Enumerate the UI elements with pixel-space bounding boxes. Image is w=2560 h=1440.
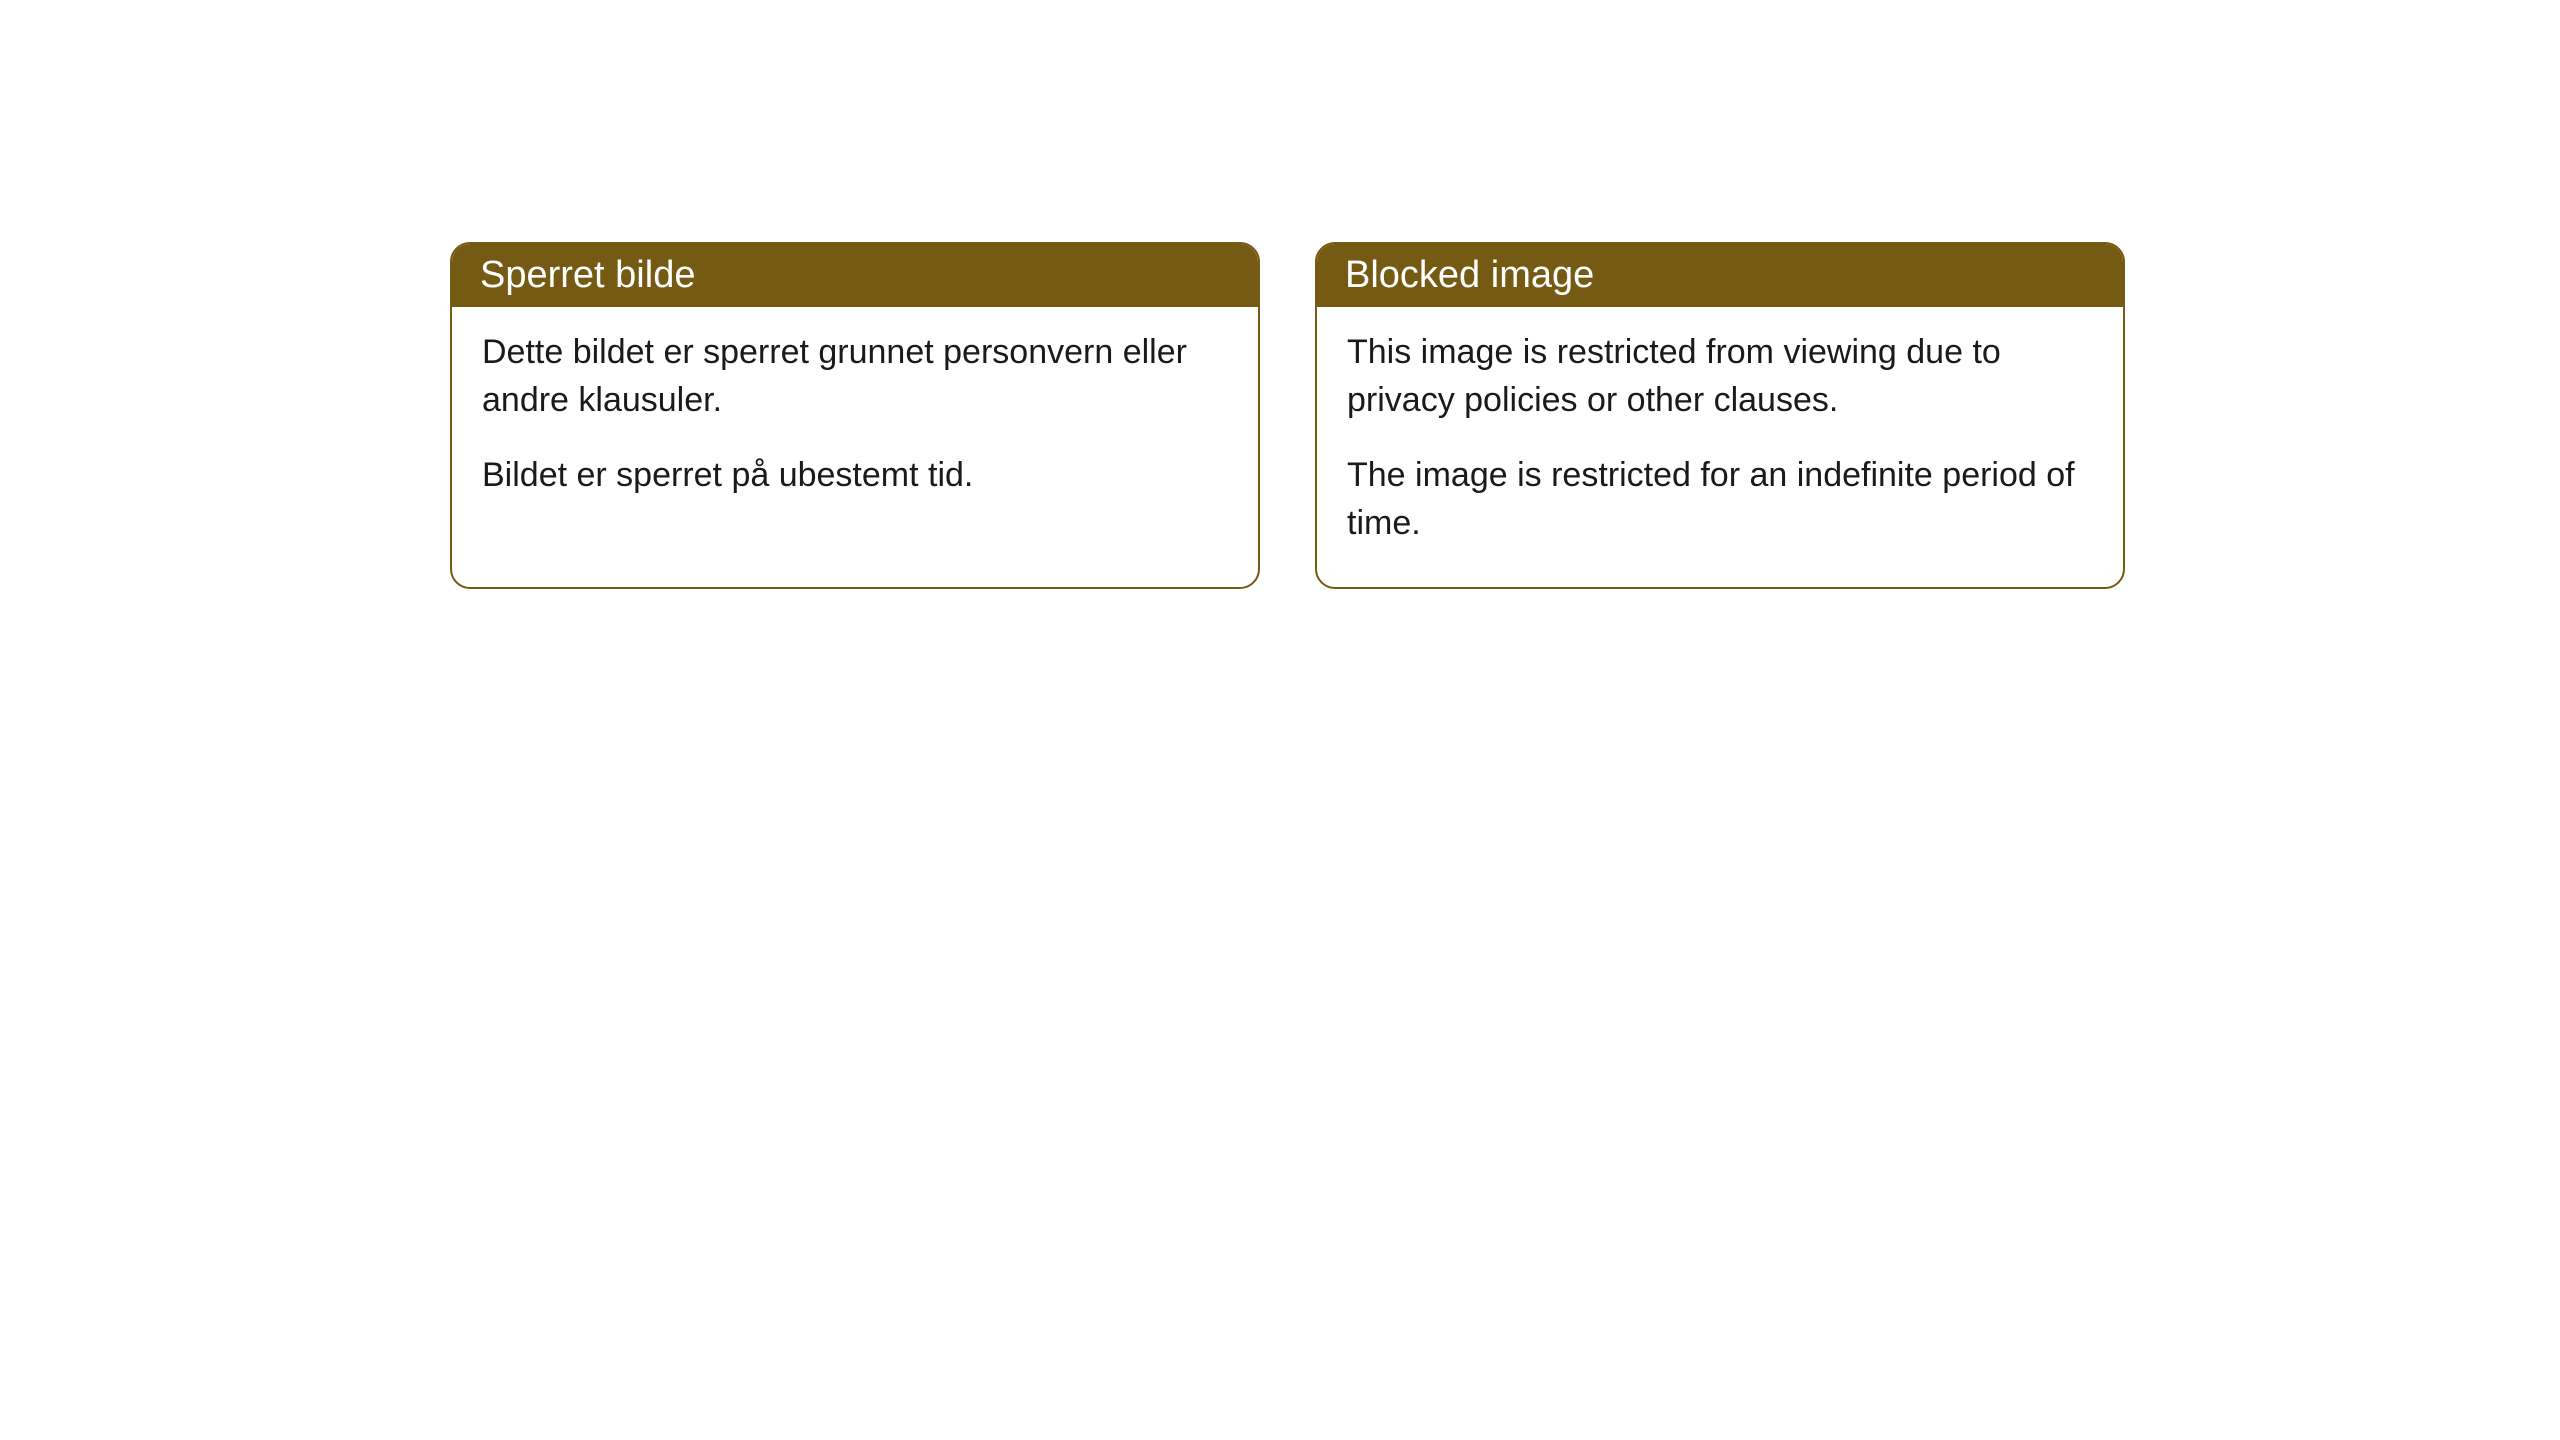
card-paragraph: Bildet er sperret på ubestemt tid. [482,452,1228,500]
notice-card-norwegian: Sperret bilde Dette bildet er sperret gr… [450,242,1260,589]
card-title: Sperret bilde [480,254,695,296]
card-body-norwegian: Dette bildet er sperret grunnet personve… [452,307,1258,540]
card-paragraph: Dette bildet er sperret grunnet personve… [482,329,1228,424]
card-body-english: This image is restricted from viewing du… [1317,307,2123,587]
notice-card-english: Blocked image This image is restricted f… [1315,242,2125,589]
card-header-english: Blocked image [1317,244,2123,307]
card-paragraph: The image is restricted for an indefinit… [1347,452,2093,547]
notice-container: Sperret bilde Dette bildet er sperret gr… [450,242,2125,589]
card-header-norwegian: Sperret bilde [452,244,1258,307]
card-title: Blocked image [1345,254,1594,296]
card-paragraph: This image is restricted from viewing du… [1347,329,2093,424]
